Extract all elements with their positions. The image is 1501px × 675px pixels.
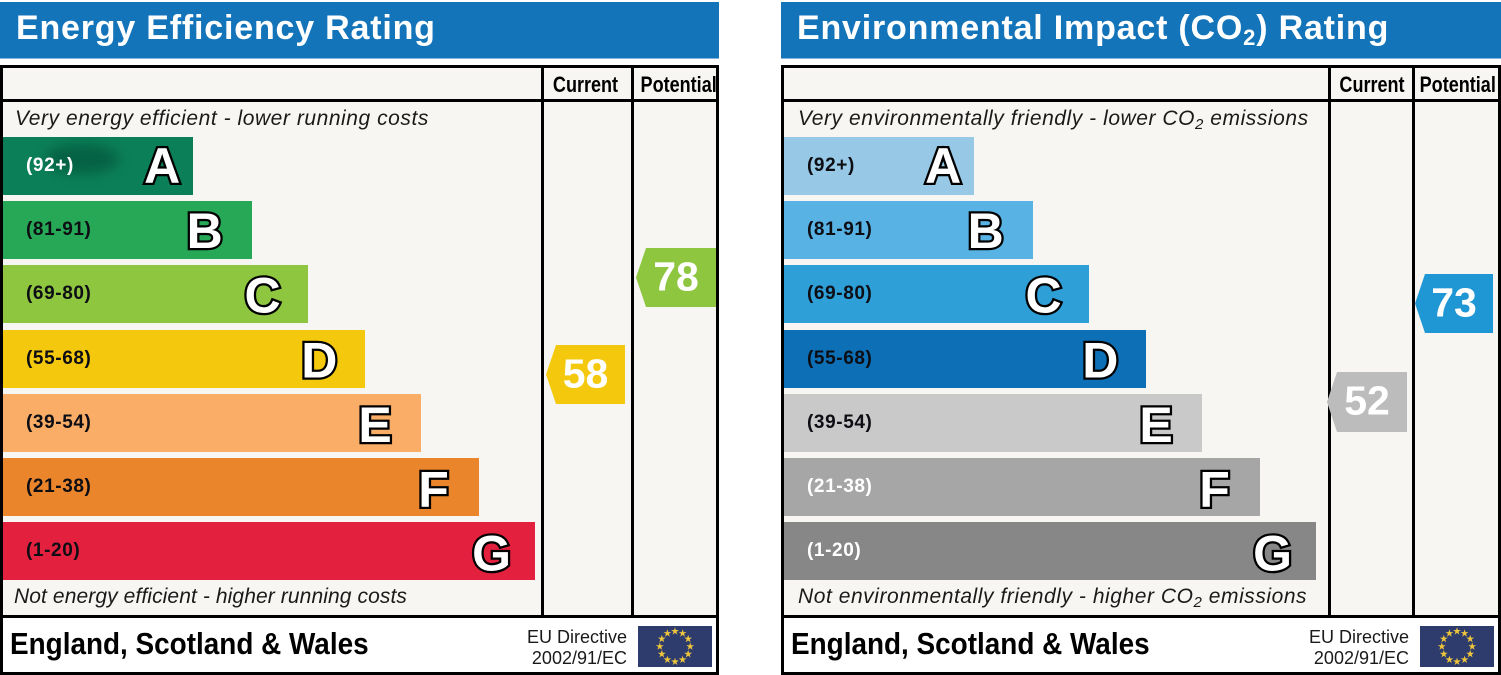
- svg-text:E: E: [358, 397, 391, 453]
- svg-text:F: F: [1199, 462, 1230, 518]
- svg-text:G: G: [1253, 526, 1292, 582]
- svg-text:F: F: [418, 462, 449, 518]
- svg-text:C: C: [244, 268, 280, 324]
- svg-text:C: C: [1025, 268, 1061, 324]
- svg-text:E: E: [1139, 397, 1172, 453]
- svg-text:A: A: [925, 138, 961, 194]
- svg-text:D: D: [301, 333, 337, 389]
- svg-text:B: B: [968, 203, 1004, 259]
- svg-text:D: D: [1082, 333, 1118, 389]
- svg-text:B: B: [187, 203, 223, 259]
- svg-text:G: G: [472, 526, 511, 582]
- svg-text:A: A: [144, 138, 180, 194]
